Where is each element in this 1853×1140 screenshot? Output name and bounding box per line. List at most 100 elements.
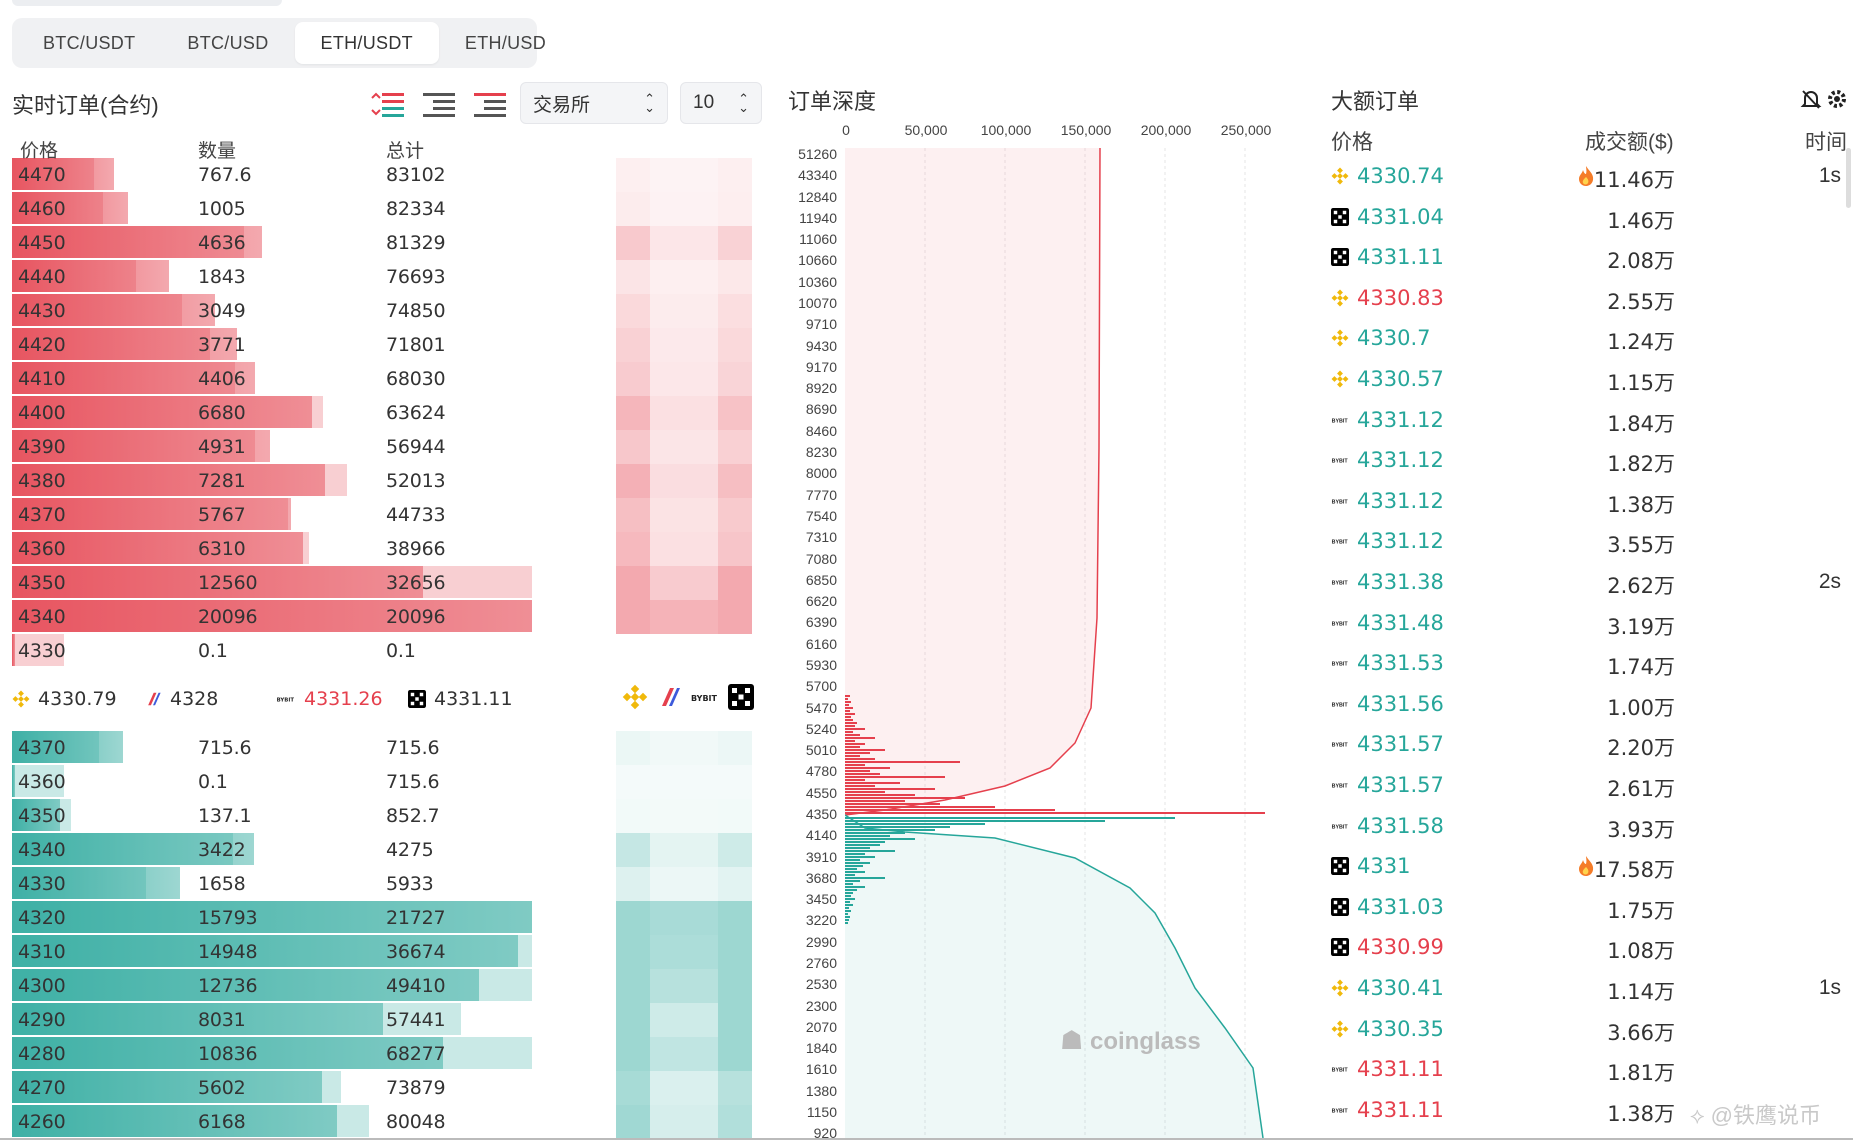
- big-order-row[interactable]: 4330.99 1.08万: [1331, 928, 1853, 968]
- ask-heat-cell: [616, 396, 650, 430]
- ask-row[interactable]: 4450 4636 81329: [12, 226, 532, 260]
- big-order-row[interactable]: BYBIT 4331.48 3.19万: [1331, 604, 1853, 644]
- ask-row[interactable]: 4390 4931 56944: [12, 430, 532, 464]
- show-both-icon[interactable]: [370, 90, 406, 118]
- okx-filter-icon[interactable]: [728, 684, 754, 710]
- big-order-row[interactable]: BYBIT 4331.57 2.20万: [1331, 725, 1853, 765]
- big-order-row[interactable]: BYBIT 4331.12 1.84万: [1331, 401, 1853, 441]
- ask-spike: [845, 704, 849, 706]
- big-order-row[interactable]: BYBIT 4331.56 1.00万: [1331, 685, 1853, 725]
- big-order-price: 4331.57: [1357, 732, 1444, 757]
- big-order-row[interactable]: BYBIT 4331.11 1.38万: [1331, 1091, 1853, 1131]
- big-order-row[interactable]: 4331 17.58万: [1331, 847, 1853, 887]
- ask-row[interactable]: 4330 0.1 0.1: [12, 634, 532, 668]
- bid-total-bar: [12, 765, 64, 797]
- big-order-time: 1s: [1818, 164, 1841, 187]
- big-order-row[interactable]: BYBIT 4331.53 1.74万: [1331, 644, 1853, 684]
- bitmex-filter-icon[interactable]: [656, 684, 682, 710]
- depth-y-tick: 6850: [805, 571, 837, 588]
- bid-row[interactable]: 4370 715.6 715.6: [12, 731, 532, 765]
- big-order-row[interactable]: 4331.11 2.08万: [1331, 238, 1853, 278]
- ask-row[interactable]: 4410 4406 68030: [12, 362, 532, 396]
- ask-row[interactable]: 4470 767.6 83102: [12, 158, 532, 192]
- ask-total-bar: [12, 328, 210, 360]
- big-order-row[interactable]: 4330.83 2.55万: [1331, 279, 1853, 319]
- ask-row[interactable]: 4460 1005 82334: [12, 192, 532, 226]
- ask-row[interactable]: 4360 6310 38966: [12, 532, 532, 566]
- ask-row[interactable]: 4420 3771 71801: [12, 328, 532, 362]
- ask-depth-bar: [12, 396, 312, 428]
- ask-row[interactable]: 4400 6680 63624: [12, 396, 532, 430]
- big-order-row[interactable]: 4330.57 1.15万: [1331, 360, 1853, 400]
- big-order-row[interactable]: 4331.04 1.46万: [1331, 198, 1853, 238]
- bid-row[interactable]: 4330 1658 5933: [12, 867, 532, 901]
- big-order-amount: 1.84万: [1607, 411, 1675, 436]
- ask-total: 83102: [386, 164, 446, 186]
- big-order-row[interactable]: 4331.03 1.75万: [1331, 888, 1853, 928]
- bid-row[interactable]: 4280 10836 68277: [12, 1037, 532, 1071]
- ask-total-bar: [12, 226, 244, 258]
- bid-row[interactable]: 4290 8031 57441: [12, 1003, 532, 1037]
- big-order-amount: 1.08万: [1607, 939, 1675, 964]
- coinglass-logo-icon: ☗: [1060, 1025, 1084, 1055]
- big-orders-scrollbar[interactable]: [1846, 148, 1851, 208]
- ask-row[interactable]: 4440 1843 76693: [12, 260, 532, 294]
- fire-icon: [1577, 165, 1595, 187]
- depth-y-tick: 1610: [805, 1061, 837, 1078]
- show-asks-icon[interactable]: [472, 90, 508, 118]
- bid-row[interactable]: 4260 6168 80048: [12, 1105, 532, 1139]
- depth-chart[interactable]: [845, 148, 1265, 1138]
- tab-btc-usdt[interactable]: BTC/USDT: [43, 32, 136, 53]
- ask-row[interactable]: 4430 3049 74850: [12, 294, 532, 328]
- bid-row[interactable]: 4300 12736 49410: [12, 969, 532, 1003]
- depth-y-tick: 3450: [805, 891, 837, 908]
- big-order-row[interactable]: BYBIT 4331.38 2.62万 2s: [1331, 563, 1853, 603]
- big-order-row[interactable]: 4330.7 1.24万: [1331, 319, 1853, 359]
- bid-row[interactable]: 4270 5602 73879: [12, 1071, 532, 1105]
- exchange-select[interactable]: 交易所 ⌃ ⌄: [520, 82, 668, 124]
- bid-row[interactable]: 4350 137.1 852.7: [12, 799, 532, 833]
- bid-row[interactable]: 4340 3422 4275: [12, 833, 532, 867]
- binance-filter-icon[interactable]: [622, 684, 648, 710]
- bid-row[interactable]: 4360 0.1 715.6: [12, 765, 532, 799]
- ask-row[interactable]: 4370 5767 44733: [12, 498, 532, 532]
- ask-row[interactable]: 4350 12560 32656: [12, 566, 532, 600]
- bid-depth-bar: [12, 799, 60, 831]
- gear-icon[interactable]: [1826, 88, 1848, 110]
- big-order-row[interactable]: BYBIT 4331.57 2.61万: [1331, 766, 1853, 806]
- svg-text:BYBIT: BYBIT: [1332, 540, 1349, 546]
- bid-spike: [845, 904, 853, 906]
- bid-depth-bar: [12, 935, 518, 967]
- bybit-icon: BYBIT: [1331, 776, 1353, 798]
- big-order-row[interactable]: 4330.41 1.14万 1s: [1331, 969, 1853, 1009]
- big-order-row[interactable]: BYBIT 4331.12 1.38万: [1331, 482, 1853, 522]
- ask-row[interactable]: 4340 20096 20096: [12, 600, 532, 634]
- bid-row[interactable]: 4320 15793 21727: [12, 901, 532, 935]
- bid-total: 49410: [386, 975, 446, 997]
- big-order-row[interactable]: BYBIT 4331.12 1.82万: [1331, 441, 1853, 481]
- big-order-row[interactable]: BYBIT 4331.11 1.81万: [1331, 1050, 1853, 1090]
- okx-icon: [408, 690, 426, 708]
- big-order-row[interactable]: 4330.74 11.46万 1s: [1331, 157, 1853, 197]
- big-order-row[interactable]: BYBIT 4331.58 3.93万: [1331, 807, 1853, 847]
- big-order-amount: 1.75万: [1607, 898, 1675, 923]
- big-col-time-header: 时间: [1805, 131, 1847, 154]
- bid-qty: 5602: [198, 1077, 246, 1099]
- bid-spike: [845, 829, 935, 831]
- tab-eth-usd[interactable]: ETH/USD: [464, 32, 547, 53]
- bid-heat-cell: [616, 901, 650, 935]
- tab-btc-usd[interactable]: BTC/USD: [187, 32, 269, 53]
- ask-heat-cell: [684, 464, 718, 498]
- show-bids-icon[interactable]: [421, 90, 457, 118]
- depth-select[interactable]: 10 ⌃ ⌄: [680, 82, 762, 124]
- bid-row[interactable]: 4310 14948 36674: [12, 935, 532, 969]
- big-order-row[interactable]: BYBIT 4331.12 3.55万: [1331, 522, 1853, 562]
- bid-heat-cell: [616, 1071, 650, 1105]
- ask-heat-cell: [650, 158, 684, 192]
- ask-row[interactable]: 4380 7281 52013: [12, 464, 532, 498]
- big-order-row[interactable]: 4330.35 3.66万: [1331, 1010, 1853, 1050]
- depth-y-tick: 2070: [805, 1018, 837, 1035]
- bybit-filter-icon[interactable]: BYBIT: [690, 684, 720, 710]
- mute-bell-icon[interactable]: [1800, 88, 1822, 110]
- tab-eth-usdt[interactable]: ETH/USDT: [294, 22, 439, 64]
